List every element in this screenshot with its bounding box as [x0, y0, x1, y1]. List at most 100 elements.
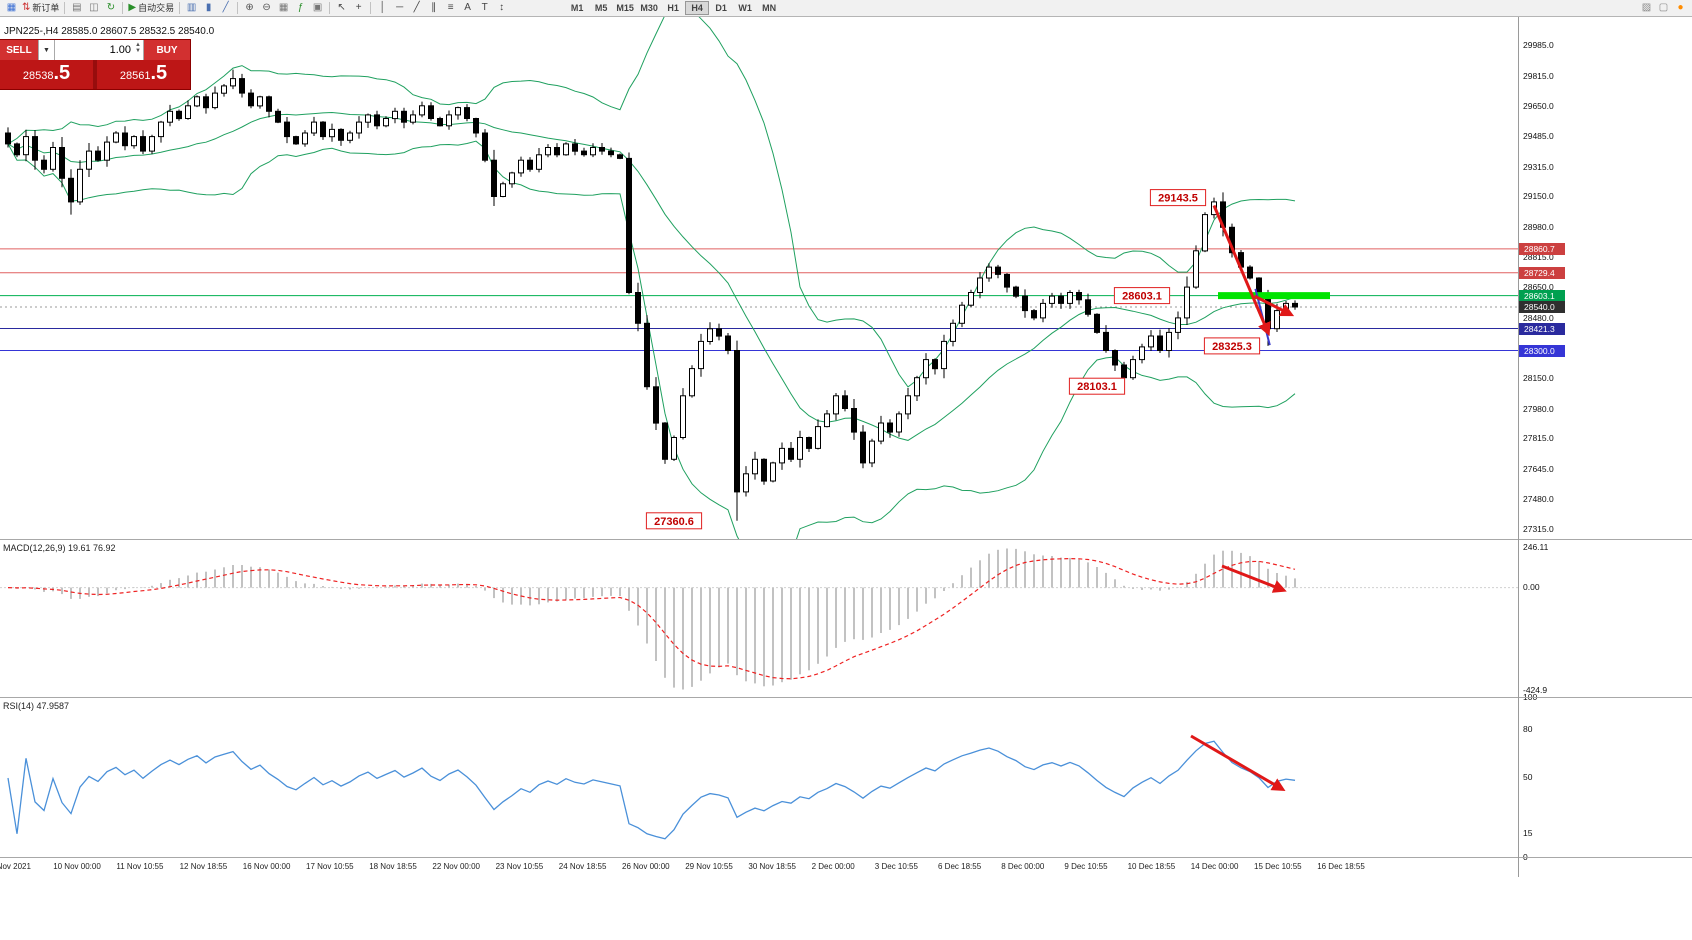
chart-shift-icon[interactable]: ▢: [1655, 1, 1672, 16]
price-chart[interactable]: 29143.5 28603.1 28325.3 28103.1 27360.6 JPN2…: [0, 17, 1518, 539]
time-label: 22 Nov 00:00: [432, 862, 480, 871]
text-icon[interactable]: A: [459, 1, 476, 16]
toolbar-separator: [64, 2, 66, 14]
volume-dropdown[interactable]: ▼: [38, 40, 54, 60]
time-label: 15 Dec 10:55: [1254, 862, 1302, 871]
price-tag: 28421.3: [1519, 322, 1565, 335]
rsi-tick: 50: [1523, 772, 1533, 782]
time-label: 16 Dec 18:55: [1317, 862, 1365, 871]
new-order-glyph: ⇅: [22, 2, 31, 13]
macd-label: MACD(12,26,9) 19.61 76.92: [3, 543, 116, 553]
price-tag: 28860.7: [1519, 242, 1565, 255]
volume-input[interactable]: 1.00 ▲ ▼: [54, 40, 144, 60]
candles-icon[interactable]: ▮: [200, 1, 217, 16]
svg-text:28325.3: 28325.3: [1212, 341, 1252, 353]
zoom-in-icon-glyph: ⊕: [245, 2, 254, 13]
price-tag: 28540.0: [1519, 301, 1565, 313]
time-label: 9 Nov 2021: [0, 862, 31, 871]
toolbar-separator: [370, 2, 372, 14]
profiles-icon[interactable]: ◫: [85, 1, 102, 16]
toolbar-right-group: ▨ ▢ ●: [1638, 0, 1689, 16]
volume-spinner[interactable]: ▲ ▼: [135, 42, 141, 54]
chart-shift-icon-glyph: ▢: [1658, 2, 1669, 13]
macd-canvas: [0, 548, 1518, 690]
rsi-tick: 15: [1523, 828, 1533, 838]
buy-button[interactable]: BUY: [144, 40, 190, 60]
time-axis: 9 Nov 2021 10 Nov 00:00 11 Nov 10:55 12 Nov…: [0, 857, 1518, 877]
vline-icon[interactable]: │: [374, 1, 391, 16]
rsi-panel[interactable]: RSI(14) 47.9587: [0, 697, 1518, 857]
time-label: 23 Nov 10:55: [495, 862, 544, 871]
line-chart-icon[interactable]: ╱: [217, 1, 234, 16]
price-tick: 29485.0: [1523, 130, 1554, 141]
panel-separator: [1519, 539, 1692, 540]
refresh-icon[interactable]: ↻: [102, 1, 119, 16]
bar-chart-icon[interactable]: ▥: [183, 1, 200, 16]
time-label: 8 Dec 00:00: [1001, 862, 1045, 871]
sell-button[interactable]: SELL: [0, 40, 38, 60]
timeframe-m5[interactable]: M5: [594, 3, 608, 13]
volume-value: 1.00: [109, 44, 131, 56]
tile-windows-icon[interactable]: ▦: [275, 1, 292, 16]
vline-icon-glyph: │: [379, 2, 386, 13]
macd-signal-line: [7, 557, 1296, 680]
svg-text:28603.1: 28603.1: [1122, 291, 1162, 303]
rsi-canvas: [7, 734, 1296, 840]
panel-separator: [1519, 857, 1692, 858]
trade-panel-price-row: 28538.5 28561.5: [0, 60, 190, 89]
zoom-in-icon[interactable]: ⊕: [241, 1, 258, 16]
cursor-icon[interactable]: ↖: [333, 1, 350, 16]
buy-price-main: 28561: [119, 70, 151, 82]
time-label: 30 Nov 18:55: [748, 862, 796, 871]
alert-icon[interactable]: ●: [1672, 1, 1689, 16]
indicators-icon-glyph: ƒ: [297, 2, 304, 13]
macd-histogram: [16, 548, 1296, 690]
time-label: 26 Nov 00:00: [622, 862, 670, 871]
timeframe-h1[interactable]: H1: [667, 3, 679, 13]
bar-chart-icon-glyph: ▥: [186, 2, 197, 13]
indicators-icon[interactable]: ƒ: [292, 1, 309, 16]
charts-grid-icon[interactable]: ▤: [68, 1, 85, 16]
crosshair-icon[interactable]: +: [350, 1, 367, 16]
terminal-icon[interactable]: ▦: [3, 1, 20, 16]
time-label: 17 Nov 10:55: [306, 862, 354, 871]
bollinger-lower-band: [7, 140, 1296, 539]
timeframe-m1[interactable]: M1: [570, 3, 584, 13]
timeframe-h4[interactable]: H4: [685, 1, 710, 15]
rsi-label: RSI(14) 47.9587: [3, 701, 70, 711]
templates-icon[interactable]: ▣: [309, 1, 326, 16]
hline-icon[interactable]: ─: [391, 1, 408, 16]
toolbar-separator: [237, 2, 239, 14]
time-label: 29 Nov 10:55: [685, 862, 733, 871]
channel-icon[interactable]: ∥: [425, 1, 442, 16]
macd-panel[interactable]: MACD(12,26,9) 19.61 76.92: [0, 539, 1518, 697]
timeframe-w1[interactable]: W1: [738, 3, 752, 13]
timeframe-d1[interactable]: D1: [715, 3, 727, 13]
autotrade-button[interactable]: ▶ 自动交易: [126, 1, 176, 16]
trendline-icon[interactable]: ╱: [408, 1, 425, 16]
timeframe-m30[interactable]: M30: [640, 3, 658, 13]
window-layout-icon[interactable]: ▨: [1638, 1, 1655, 16]
new-order-button[interactable]: ⇅ 新订单: [20, 1, 61, 16]
price-axis: 29985.0 29815.0 29650.0 29485.0 29315.0 29150…: [1518, 17, 1692, 877]
label-icon[interactable]: T: [476, 1, 493, 16]
macd-tick: -424.9: [1523, 685, 1548, 695]
trade-panel-top-row: SELL ▼ 1.00 ▲ ▼ BUY: [0, 40, 190, 60]
fibonacci-icon[interactable]: ≡: [442, 1, 459, 16]
timeframe-mn[interactable]: MN: [762, 3, 777, 13]
terminal-icon-glyph: ▦: [6, 2, 17, 13]
arrows-icon[interactable]: ↕: [493, 1, 510, 16]
zoom-out-icon[interactable]: ⊖: [258, 1, 275, 16]
timeframe-m15[interactable]: M15: [616, 3, 634, 13]
fibonacci-icon-glyph: ≡: [447, 2, 454, 13]
time-label: 12 Nov 18:55: [179, 862, 228, 871]
sell-price-main: 28538: [22, 70, 54, 82]
sell-price[interactable]: 28538.5: [0, 60, 93, 89]
price-tag: 28603.1: [1519, 289, 1565, 302]
text-icon-glyph: A: [464, 2, 471, 13]
buy-price[interactable]: 28561.5: [97, 60, 190, 89]
sell-price-big: .5: [53, 62, 71, 84]
price-tick: 28815.0: [1523, 252, 1554, 263]
svg-text:27360.6: 27360.6: [654, 516, 694, 528]
alert-icon-glyph: ●: [1677, 2, 1684, 13]
